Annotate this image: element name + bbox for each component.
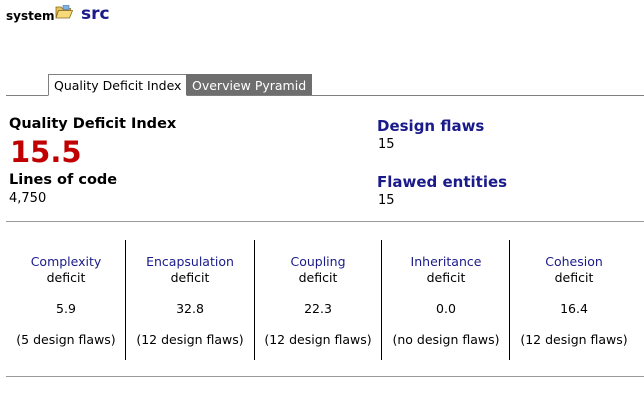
tab-bar-divider bbox=[6, 95, 644, 96]
deficit-name[interactable]: Coupling bbox=[290, 254, 346, 269]
design-flaws-value: 15 bbox=[378, 137, 395, 152]
deficit-flaw-count: (12 design flaws) bbox=[520, 332, 628, 347]
deficit-encapsulation: Encapsulation deficit 32.8 (12 design fl… bbox=[126, 254, 254, 348]
deficit-inheritance: Inheritance deficit 0.0 (no design flaws… bbox=[382, 254, 510, 348]
column-separator bbox=[509, 240, 510, 360]
deficit-sub: deficit bbox=[426, 270, 466, 285]
deficit-flaw-count: (12 design flaws) bbox=[264, 332, 372, 347]
divider bbox=[6, 376, 644, 377]
folder-open-icon bbox=[55, 5, 73, 19]
deficit-value: 32.8 bbox=[176, 301, 204, 316]
qdi-label: Quality Deficit Index bbox=[9, 116, 177, 132]
deficit-flaw-count: (no design flaws) bbox=[392, 332, 500, 347]
deficit-flaw-count: (12 design flaws) bbox=[136, 332, 244, 347]
deficit-name[interactable]: Inheritance bbox=[410, 254, 482, 269]
column-separator bbox=[381, 240, 382, 360]
tab-quality-deficit-index[interactable]: Quality Deficit Index bbox=[48, 74, 188, 96]
deficit-flaw-count: (5 design flaws) bbox=[16, 332, 116, 347]
qdi-value: 15.5 bbox=[10, 135, 82, 169]
lines-of-code-value: 4,750 bbox=[9, 191, 47, 206]
deficit-value: 5.9 bbox=[56, 301, 76, 316]
deficit-value: 0.0 bbox=[436, 301, 456, 316]
divider bbox=[6, 221, 644, 222]
deficit-sub: deficit bbox=[170, 270, 210, 285]
flawed-entities-link[interactable]: Flawed entities bbox=[377, 173, 508, 191]
deficit-name[interactable]: Complexity bbox=[30, 254, 102, 269]
column-separator bbox=[125, 240, 126, 360]
deficit-coupling: Coupling deficit 22.3 (12 design flaws) bbox=[254, 254, 382, 348]
deficit-sub: deficit bbox=[298, 270, 338, 285]
column-separator bbox=[254, 240, 255, 360]
deficit-complexity: Complexity deficit 5.9 (5 design flaws) bbox=[2, 254, 130, 348]
deficit-sub: deficit bbox=[554, 270, 594, 285]
lines-of-code-label: Lines of code bbox=[9, 172, 118, 188]
design-flaws-link[interactable]: Design flaws bbox=[377, 117, 485, 135]
deficit-name[interactable]: Encapsulation bbox=[146, 254, 234, 269]
breadcrumb-root[interactable]: system bbox=[6, 9, 55, 23]
tab-overview-pyramid[interactable]: Overview Pyramid bbox=[186, 74, 313, 95]
deficit-sub: deficit bbox=[46, 270, 86, 285]
flawed-entities-value: 15 bbox=[378, 193, 395, 208]
deficit-value: 16.4 bbox=[560, 301, 588, 316]
deficit-value: 22.3 bbox=[304, 301, 332, 316]
deficit-cohesion: Cohesion deficit 16.4 (12 design flaws) bbox=[510, 254, 638, 348]
deficit-name[interactable]: Cohesion bbox=[545, 254, 603, 269]
breadcrumb-current[interactable]: src bbox=[81, 4, 110, 24]
